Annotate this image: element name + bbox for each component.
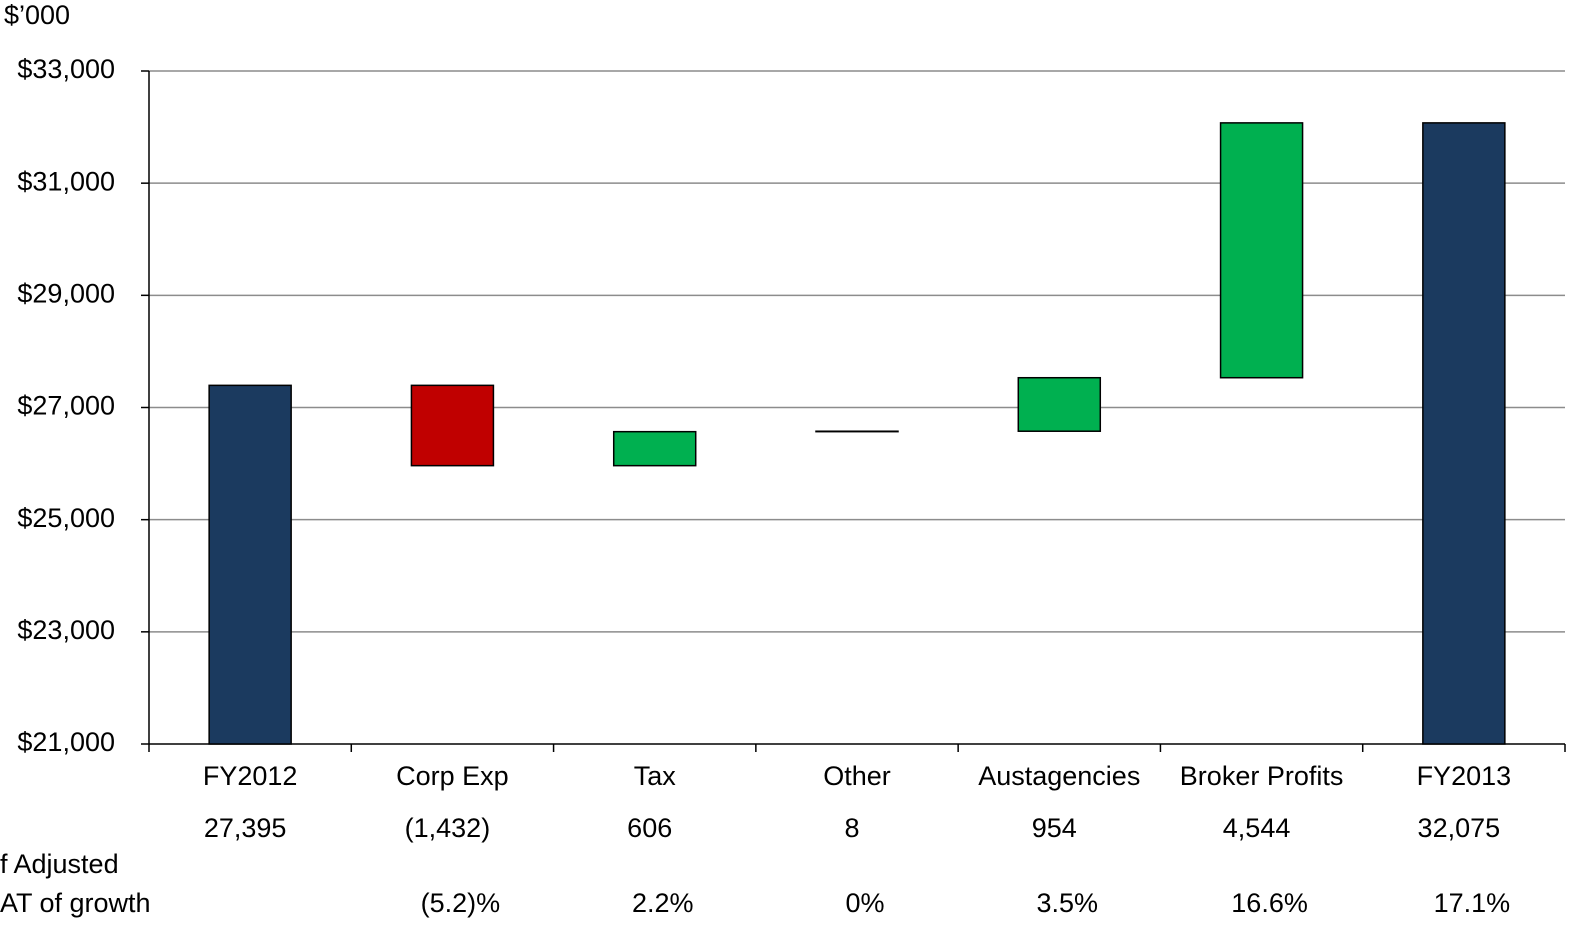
y-tick-label: $29,000 [17,278,115,308]
value-label: 954 [1032,813,1077,843]
growth-label: 16.6% [1231,888,1308,918]
x-tick-label: FY2012 [203,761,298,791]
value-label: 606 [627,813,672,843]
value-label: 4,544 [1223,813,1291,843]
bar [410,384,495,467]
growth-label: 0% [845,888,884,918]
value-label: (1,432) [405,813,491,843]
row-label: AT of growth [0,888,151,918]
y-tick-label: $31,000 [17,166,115,196]
growth-label: 17.1% [1434,888,1511,918]
y-tick-label: $21,000 [17,727,115,757]
bar [1219,122,1304,379]
bar [612,430,697,467]
y-tick-label: $33,000 [17,54,115,84]
x-tick-label: FY2013 [1417,761,1512,791]
bar [1017,376,1102,432]
growth-label: 2.2% [632,888,694,918]
unit-label: $’000 [4,0,70,30]
growth-label: (5.2)% [421,888,501,918]
y-tick-label: $23,000 [17,615,115,645]
value-label: 8 [844,813,859,843]
y-tick-label: $27,000 [17,391,115,421]
value-label: 27,395 [204,813,287,843]
x-tick-label: Austagencies [978,761,1140,791]
bar [208,384,292,745]
row-label: f Adjusted [0,849,119,879]
growth-label: 3.5% [1037,888,1099,918]
bar [1422,122,1506,745]
x-tick-label: Corp Exp [396,761,509,791]
value-label: 32,075 [1418,813,1501,843]
x-tick-label: Broker Profits [1180,761,1344,791]
x-tick-label: Tax [634,761,677,791]
y-tick-label: $25,000 [17,503,115,533]
x-tick-label: Other [823,761,891,791]
